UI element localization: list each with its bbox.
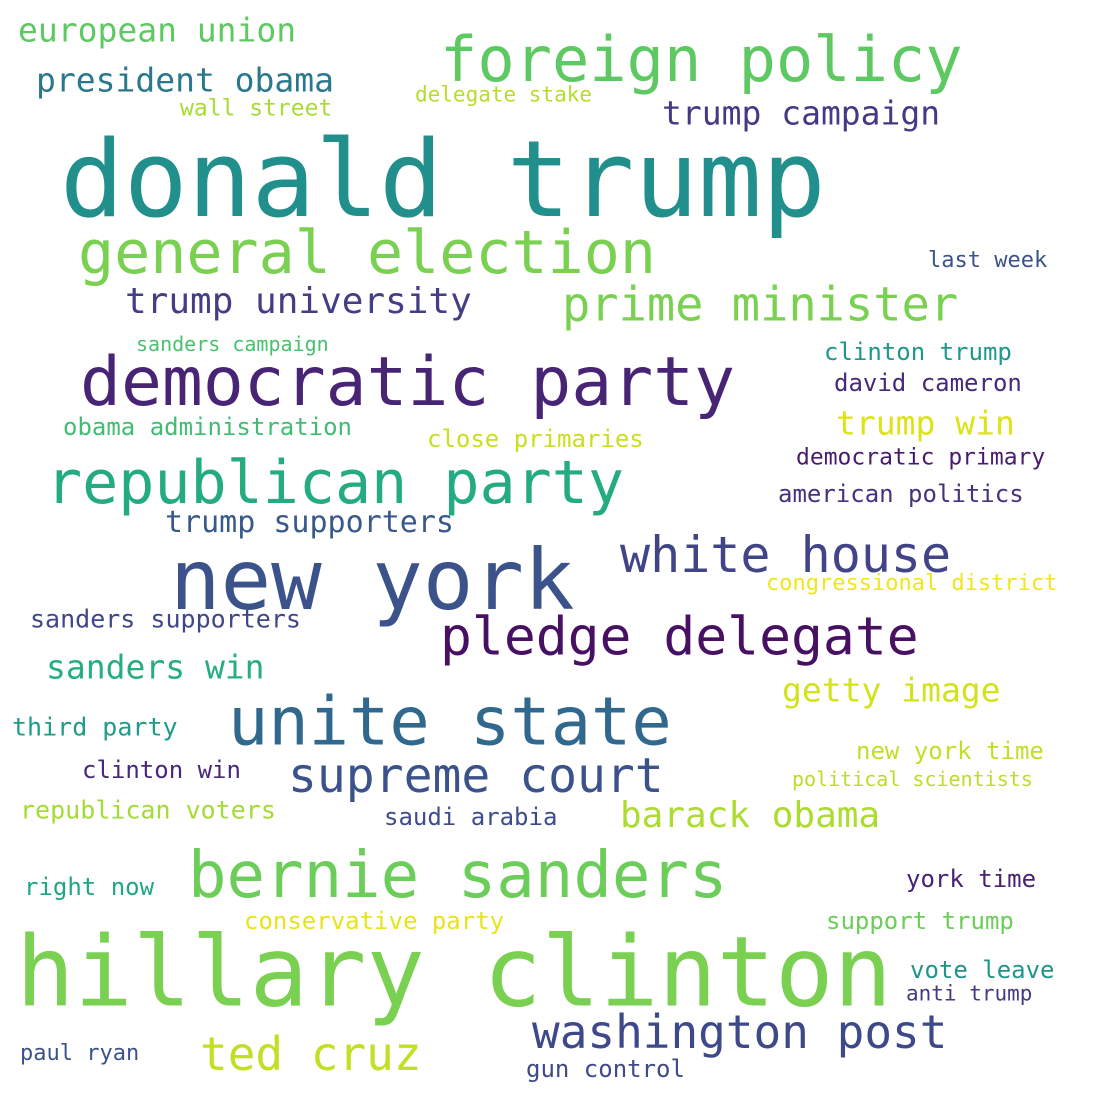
word-trump-supporters: trump supporters <box>165 505 454 540</box>
word-gun-control: gun control <box>526 1055 685 1083</box>
word-sanders-win: sanders win <box>46 647 265 687</box>
word-white-house: white house <box>620 526 952 584</box>
word-york-time: york time <box>906 865 1037 893</box>
word-washington-post: washington post <box>532 1005 948 1059</box>
word-support-trump: support trump <box>826 907 1014 935</box>
word-donald-trump: donald trump <box>60 118 826 241</box>
word-trump-university: trump university <box>125 281 472 322</box>
word-new-york: new york <box>170 531 575 629</box>
word-delegate-stake: delegate stake <box>415 82 593 107</box>
word-american-politics: american politics <box>778 480 1024 508</box>
word-clinton-win: clinton win <box>82 756 241 784</box>
word-prime-minister: prime minister <box>562 277 959 333</box>
word-european-union: european union <box>18 10 297 50</box>
word-david-cameron: david cameron <box>834 369 1022 397</box>
word-saudi-arabia: saudi arabia <box>384 803 558 831</box>
word-foreign-policy: foreign policy <box>440 23 963 96</box>
word-democratic-primary: democratic primary <box>796 444 1046 471</box>
word-right-now: right now <box>24 873 155 901</box>
word-close-primaries: close primaries <box>427 425 644 453</box>
word-congressional-district: congressional district <box>766 571 1058 596</box>
word-new-york-time: new york time <box>856 737 1044 765</box>
word-republican-party: republican party <box>46 448 624 518</box>
word-obama-administration: obama administration <box>63 413 352 441</box>
word-democratic-party: democratic party <box>80 343 736 422</box>
word-general-election: general election <box>78 218 656 288</box>
word-ted-cruz: ted cruz <box>200 1027 422 1081</box>
word-getty-image: getty image <box>782 670 1001 710</box>
word-vote-leave: vote leave <box>910 956 1055 984</box>
word-paul-ryan: paul ryan <box>20 1041 140 1066</box>
word-pledge-delegate: pledge delegate <box>440 606 919 668</box>
word-unite-state: unite state <box>228 682 672 761</box>
word-conservative-party: conservative party <box>244 907 505 935</box>
word-sanders-campaign: sanders campaign <box>136 332 329 356</box>
word-trump-campaign: trump campaign <box>662 93 941 133</box>
word-republican-voters: republican voters <box>20 795 276 825</box>
word-bernie-sanders: bernie sanders <box>188 839 728 913</box>
word-barack-obama: barack obama <box>620 795 881 836</box>
word-wall-street: wall street <box>180 95 333 122</box>
word-supreme-court: supreme court <box>288 748 664 804</box>
word-sanders-supporters: sanders supporters <box>30 604 301 634</box>
word-third-party: third party <box>12 712 178 742</box>
word-trump-win: trump win <box>836 403 1015 443</box>
word-political-scientists: political scientists <box>792 767 1033 791</box>
word-anti-trump: anti trump <box>906 981 1033 1006</box>
word-clinton-trump: clinton trump <box>824 338 1012 366</box>
word-last-week: last week <box>928 248 1048 273</box>
word-hillary-clinton: hillary clinton <box>16 915 892 1029</box>
word-president-obama: president obama <box>36 60 335 100</box>
